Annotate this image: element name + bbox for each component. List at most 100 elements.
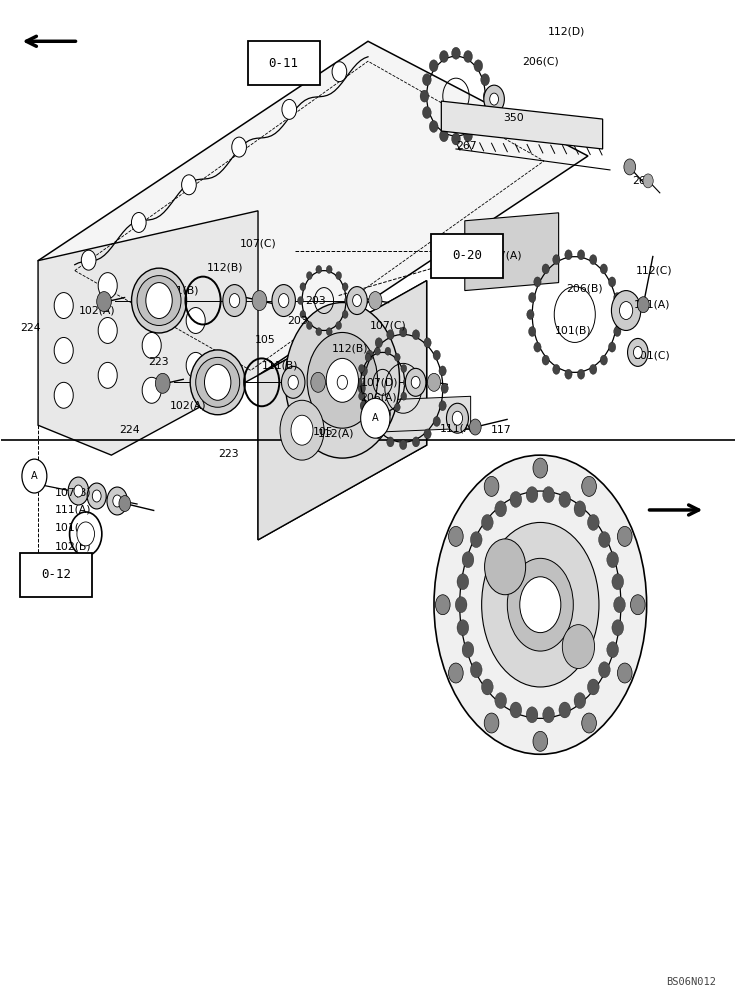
Circle shape <box>587 679 599 695</box>
Circle shape <box>618 663 632 683</box>
Circle shape <box>54 293 74 319</box>
Circle shape <box>282 99 297 119</box>
Circle shape <box>481 679 493 695</box>
Circle shape <box>401 364 407 372</box>
Circle shape <box>534 342 541 352</box>
Text: 206(A): 206(A) <box>361 392 397 402</box>
Circle shape <box>281 366 305 398</box>
Circle shape <box>342 310 348 318</box>
Circle shape <box>484 539 526 595</box>
Circle shape <box>452 47 461 59</box>
Circle shape <box>484 85 504 113</box>
Circle shape <box>142 332 161 358</box>
Circle shape <box>365 403 371 411</box>
Circle shape <box>526 707 538 723</box>
Circle shape <box>495 693 506 709</box>
Text: 112(A): 112(A) <box>318 428 355 438</box>
Circle shape <box>369 292 382 310</box>
Circle shape <box>439 51 448 62</box>
Circle shape <box>422 74 431 86</box>
Circle shape <box>553 364 560 374</box>
Circle shape <box>456 597 467 613</box>
Circle shape <box>285 303 400 458</box>
Circle shape <box>311 372 325 392</box>
Ellipse shape <box>434 455 647 754</box>
Circle shape <box>481 107 489 119</box>
Circle shape <box>464 130 473 142</box>
Text: 0-20: 0-20 <box>452 249 482 262</box>
Circle shape <box>637 297 649 313</box>
Polygon shape <box>328 396 470 434</box>
Text: 101(C): 101(C) <box>634 350 670 360</box>
Circle shape <box>344 297 350 305</box>
Circle shape <box>598 532 610 548</box>
Circle shape <box>495 501 506 517</box>
Circle shape <box>581 476 596 496</box>
Polygon shape <box>258 281 427 540</box>
Circle shape <box>474 120 483 132</box>
Circle shape <box>342 283 348 291</box>
Circle shape <box>439 401 446 411</box>
Circle shape <box>534 277 541 287</box>
Circle shape <box>356 378 362 386</box>
Circle shape <box>347 287 367 315</box>
Circle shape <box>542 355 549 365</box>
Text: 111(B): 111(B) <box>262 360 298 370</box>
Circle shape <box>562 625 595 669</box>
Circle shape <box>337 375 347 389</box>
Circle shape <box>614 597 626 613</box>
Circle shape <box>400 440 407 450</box>
Polygon shape <box>465 213 559 291</box>
Circle shape <box>470 532 482 548</box>
Circle shape <box>186 352 205 378</box>
Text: 107(D): 107(D) <box>361 377 398 387</box>
Circle shape <box>606 642 618 658</box>
Circle shape <box>22 459 47 493</box>
Circle shape <box>406 368 426 396</box>
Circle shape <box>307 332 378 428</box>
Text: 267: 267 <box>456 141 477 151</box>
FancyBboxPatch shape <box>21 553 92 597</box>
Circle shape <box>424 429 431 439</box>
Circle shape <box>422 107 431 119</box>
Circle shape <box>598 662 610 678</box>
Circle shape <box>288 375 298 389</box>
Circle shape <box>420 90 429 102</box>
Text: 102(A): 102(A) <box>170 400 207 410</box>
Circle shape <box>353 295 361 307</box>
Circle shape <box>453 411 463 425</box>
Circle shape <box>98 318 117 343</box>
Circle shape <box>96 292 111 312</box>
Circle shape <box>429 120 438 132</box>
Text: 111(A): 111(A) <box>440 423 476 433</box>
Ellipse shape <box>132 268 186 333</box>
Circle shape <box>618 526 632 546</box>
Circle shape <box>306 322 312 329</box>
Text: 101(B): 101(B) <box>555 325 592 335</box>
Circle shape <box>614 293 621 303</box>
Circle shape <box>278 294 289 308</box>
Circle shape <box>590 364 597 374</box>
Circle shape <box>68 477 88 505</box>
Circle shape <box>280 400 324 460</box>
Circle shape <box>612 620 623 636</box>
Circle shape <box>565 250 572 260</box>
Circle shape <box>484 476 499 496</box>
Text: 112(B): 112(B) <box>207 263 243 273</box>
Circle shape <box>448 526 463 546</box>
Text: 105: 105 <box>255 335 275 345</box>
Circle shape <box>612 574 623 590</box>
Circle shape <box>631 595 645 615</box>
Circle shape <box>98 273 117 299</box>
Text: 206(C): 206(C) <box>522 56 559 66</box>
Circle shape <box>559 702 570 718</box>
Circle shape <box>574 693 586 709</box>
Circle shape <box>297 297 303 305</box>
Circle shape <box>142 288 161 314</box>
FancyBboxPatch shape <box>248 41 319 85</box>
Circle shape <box>360 366 367 376</box>
Circle shape <box>634 346 643 358</box>
Text: 107(C): 107(C) <box>369 320 406 330</box>
Circle shape <box>428 373 441 391</box>
Circle shape <box>441 383 448 393</box>
